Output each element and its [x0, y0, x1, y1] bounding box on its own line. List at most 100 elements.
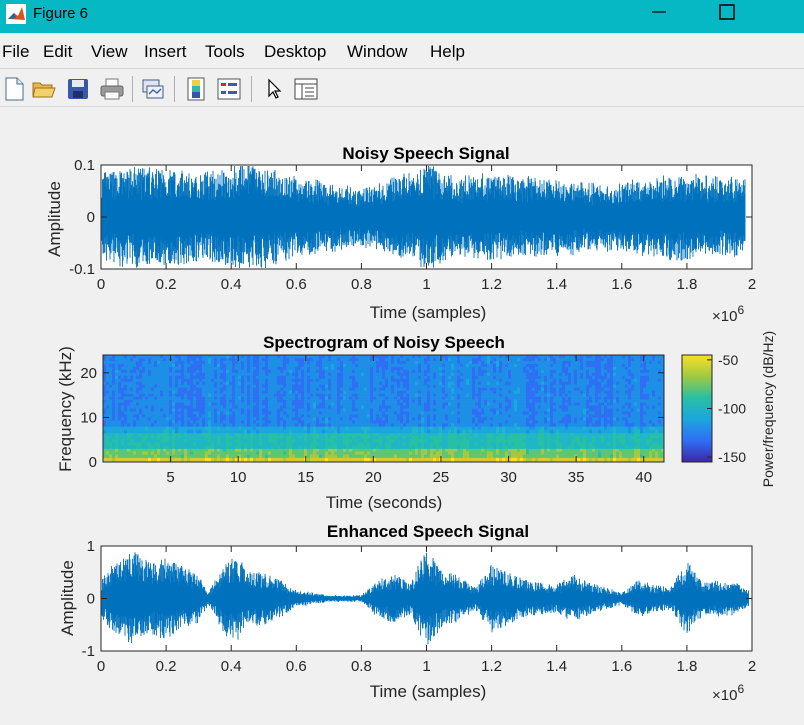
spectrogram-cell — [223, 414, 226, 417]
spectrogram-cell — [502, 446, 505, 449]
spectrogram-cell — [481, 382, 484, 385]
spectrogram-cell — [388, 420, 391, 423]
spectrogram-cell — [298, 367, 301, 370]
spectrogram-cell — [409, 388, 412, 391]
spectrogram-cell — [490, 414, 493, 417]
spectrogram-cell — [193, 358, 196, 361]
spectrogram-cell — [163, 426, 166, 430]
spectrogram-cell — [142, 452, 145, 455]
spectrogram-cell — [154, 367, 157, 370]
spectrogram-cell — [124, 391, 127, 394]
spectrogram-cell — [499, 446, 502, 449]
spectrogram-cell — [349, 400, 352, 403]
spectrogram-cell — [307, 442, 310, 445]
spectrogram-cell — [295, 449, 298, 452]
spectrogram-cell — [346, 442, 349, 445]
menu-desktop[interactable]: Desktop — [264, 42, 326, 62]
pointer-icon[interactable] — [260, 75, 288, 103]
menu-view[interactable]: View — [91, 42, 128, 62]
spectrogram-cell — [193, 370, 196, 373]
spectrogram-cell — [334, 373, 337, 376]
spectrogram-cell — [430, 426, 433, 430]
spectrogram-cell — [187, 442, 190, 445]
spectrogram-cell — [157, 442, 160, 445]
spectrogram-cell — [193, 376, 196, 379]
spectrogram-cell — [163, 423, 166, 426]
spectrogram-cell — [397, 391, 400, 394]
spectrogram-cell — [214, 420, 217, 423]
spectrogram-cell — [106, 409, 109, 412]
spectrogram-cell — [496, 367, 499, 370]
legend-icon[interactable] — [215, 75, 243, 103]
property-inspector-icon[interactable] — [292, 75, 320, 103]
menu-edit[interactable]: Edit — [43, 42, 72, 62]
spectrogram-cell — [154, 373, 157, 376]
save-icon[interactable] — [64, 75, 92, 103]
spectrogram-cell — [382, 364, 385, 367]
link-plot-icon[interactable] — [139, 75, 167, 103]
spectrogram-cell — [262, 397, 265, 400]
spectrogram-cell — [178, 409, 181, 412]
menu-window[interactable]: Window — [347, 42, 407, 62]
spectrogram-cell — [166, 436, 169, 439]
spectrogram-cell — [250, 414, 253, 417]
spectrogram-cell — [106, 433, 109, 436]
spectrogram-cell — [511, 436, 514, 439]
spectrogram-cell — [370, 442, 373, 445]
spectrogram-cell — [223, 420, 226, 423]
spectrogram-cell — [316, 385, 319, 388]
spectrogram-cell — [391, 373, 394, 376]
menu-help[interactable]: Help — [430, 42, 465, 62]
new-figure-icon[interactable] — [0, 75, 28, 103]
spectrogram-cell — [208, 385, 211, 388]
spectrogram-cell — [184, 423, 187, 426]
spectrogram-cell — [244, 373, 247, 376]
spectrogram-cell — [214, 397, 217, 400]
spectrogram-cell — [301, 379, 304, 382]
spectrogram-cell — [406, 379, 409, 382]
spectrogram-cell — [130, 446, 133, 449]
spectrogram-cell — [307, 455, 310, 458]
spectrogram-cell — [133, 406, 136, 409]
spectrogram-cell — [217, 406, 220, 409]
spectrogram-cell — [514, 439, 517, 442]
spectrogram-cell — [289, 414, 292, 417]
spectrogram-cell — [439, 446, 442, 449]
spectrogram-cell — [145, 436, 148, 439]
spectrogram-cell — [514, 385, 517, 388]
maximize-icon[interactable] — [712, 0, 742, 24]
spectrogram-cell — [148, 364, 151, 367]
spectrogram-cell — [295, 442, 298, 445]
spectrogram-cell — [325, 414, 328, 417]
spectrogram-cell — [172, 397, 175, 400]
colorbar-icon[interactable] — [182, 75, 210, 103]
spectrogram-cell — [445, 394, 448, 397]
x-exponent: ×106 — [712, 303, 744, 325]
menu-insert[interactable]: Insert — [144, 42, 187, 62]
spectrogram-cell — [319, 430, 322, 434]
spectrogram-cell — [118, 406, 121, 409]
spectrogram-cell — [301, 452, 304, 455]
spectrogram-cell — [343, 442, 346, 445]
spectrogram-cell — [187, 406, 190, 409]
spectrogram-cell — [196, 364, 199, 367]
spectrogram-cell — [412, 364, 415, 367]
spectrogram-cell — [364, 358, 367, 361]
spectrogram-cell — [493, 373, 496, 376]
spectrogram-cell — [253, 370, 256, 373]
open-file-icon[interactable] — [30, 75, 58, 103]
spectrogram-cell — [367, 446, 370, 449]
menu-tools[interactable]: Tools — [205, 42, 245, 62]
minimize-icon[interactable] — [646, 0, 672, 24]
spectrogram-cell — [124, 449, 127, 452]
spectrogram-cell — [106, 358, 109, 361]
menu-file[interactable]: File — [2, 42, 29, 62]
spectrogram-cell — [265, 439, 268, 442]
spectrogram-cell — [385, 449, 388, 452]
print-icon[interactable] — [98, 75, 126, 103]
spectrogram-cell — [292, 406, 295, 409]
spectrogram-cell — [376, 385, 379, 388]
spectrogram-cell — [256, 452, 259, 455]
